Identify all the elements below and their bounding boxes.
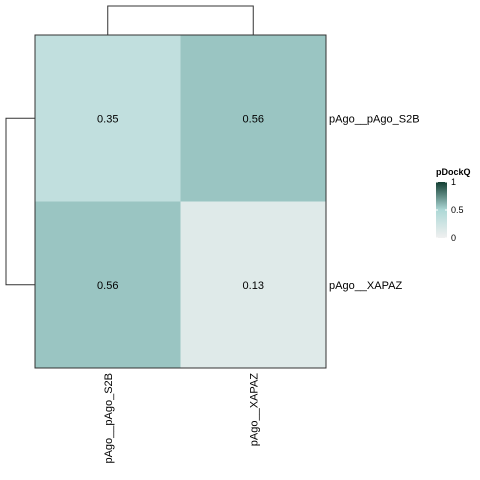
cell-value-label: 0.13 xyxy=(243,280,264,292)
heatmap-cell xyxy=(35,201,181,368)
row-label: pAgo__XAPAZ xyxy=(329,280,402,292)
heatmap-cell xyxy=(180,35,326,202)
cell-value-label: 0.56 xyxy=(243,113,264,125)
column-dendrogram-branch xyxy=(107,5,254,35)
color-legend: pDockQ 10.50 xyxy=(436,167,471,243)
heatmap-border xyxy=(34,34,327,369)
row-dendrogram xyxy=(5,117,35,286)
row-label: pAgo__pAgo_S2B xyxy=(329,113,420,125)
heatmap-cell xyxy=(35,35,181,202)
legend-tick-label: 1 xyxy=(451,177,456,187)
heatmap-cells: 0.35 0.56 0.56 0.13 xyxy=(35,35,326,368)
cell-value-label: 0.56 xyxy=(97,280,118,292)
column-labels: pAgo__pAgo_S2B pAgo__XAPAZ xyxy=(103,373,261,464)
legend-ticks: 10.50 xyxy=(436,177,464,243)
row-dendrogram-branch xyxy=(5,117,35,286)
legend-tick-label: 0 xyxy=(451,233,456,243)
legend-title: pDockQ xyxy=(436,167,471,177)
column-label: pAgo__XAPAZ xyxy=(248,373,260,446)
column-label: pAgo__pAgo_S2B xyxy=(103,373,115,464)
legend-tick-label: 0.5 xyxy=(451,205,464,215)
cell-value-label: 0.35 xyxy=(97,113,118,125)
heatmap-cell xyxy=(180,201,326,368)
legend-colorbar xyxy=(436,182,447,238)
column-dendrogram xyxy=(107,5,254,35)
row-labels: pAgo__pAgo_S2B pAgo__XAPAZ xyxy=(329,113,420,292)
